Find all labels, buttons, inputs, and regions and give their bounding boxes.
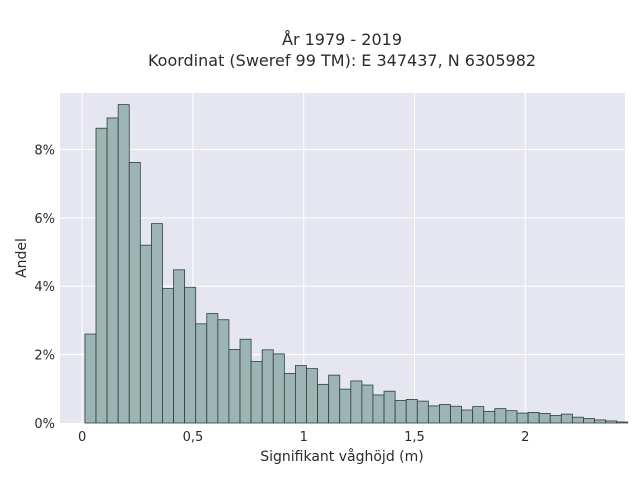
y-tick-label: 8% bbox=[34, 143, 55, 158]
histogram-bar bbox=[228, 349, 241, 424]
histogram-bar bbox=[84, 333, 97, 424]
histogram-bar bbox=[605, 420, 618, 424]
histogram-bar bbox=[527, 411, 540, 424]
x-tick-label: 1,5 bbox=[404, 430, 425, 445]
histogram-bar bbox=[317, 383, 330, 424]
x-axis-label: Signifikant våghöjd (m) bbox=[260, 448, 423, 465]
histogram-bar bbox=[173, 269, 186, 424]
histogram-bar bbox=[306, 368, 318, 424]
y-tick-label: 4% bbox=[34, 280, 55, 295]
histogram-bar bbox=[128, 162, 141, 424]
histogram-bar bbox=[162, 288, 174, 424]
histogram-bar bbox=[494, 408, 507, 424]
histogram-bar bbox=[350, 380, 363, 424]
histogram-bar bbox=[416, 400, 429, 424]
histogram-bar bbox=[472, 406, 485, 424]
histogram-bar bbox=[549, 415, 562, 424]
histogram-bar bbox=[206, 313, 219, 424]
histogram-bar bbox=[239, 338, 252, 424]
histogram-bar bbox=[372, 394, 385, 424]
histogram-bar bbox=[383, 390, 396, 424]
y-tick-label: 6% bbox=[34, 212, 55, 227]
chart-title-line-1: År 1979 - 2019 bbox=[282, 30, 402, 49]
histogram-bar bbox=[95, 127, 108, 424]
histogram-bar bbox=[272, 353, 285, 424]
histogram-bar bbox=[583, 418, 595, 424]
x-tick-label: 2 bbox=[521, 430, 529, 445]
histogram-bar bbox=[150, 223, 163, 424]
y-axis-label: Andel bbox=[14, 238, 30, 278]
histogram-bar bbox=[394, 400, 407, 424]
histogram-bar bbox=[261, 349, 274, 424]
histogram-bar bbox=[106, 117, 119, 424]
x-tick-label: 0,5 bbox=[183, 430, 204, 445]
chart-title-line-2: Koordinat (Sweref 99 TM): E 347437, N 63… bbox=[148, 51, 536, 70]
histogram-bar bbox=[594, 419, 607, 424]
histogram-bar bbox=[117, 104, 130, 424]
histogram-bar bbox=[139, 244, 152, 424]
histogram-bar bbox=[450, 405, 462, 424]
histogram-bar bbox=[361, 384, 374, 424]
x-tick-label: 0 bbox=[78, 430, 86, 445]
histogram-bar bbox=[538, 413, 551, 424]
histogram-bar bbox=[616, 421, 629, 424]
histogram-bar bbox=[217, 319, 230, 424]
histogram-bar bbox=[195, 323, 208, 424]
y-tick-label: 2% bbox=[34, 349, 55, 364]
histogram-bar bbox=[328, 374, 341, 424]
histogram-bar bbox=[571, 416, 584, 424]
histogram-bar bbox=[439, 404, 451, 424]
tick-labels: 0 0,5 1 1,5 2 0% 2% 4% 6% 8% bbox=[34, 143, 529, 445]
grid-lines bbox=[60, 93, 625, 423]
histogram-bar bbox=[505, 410, 518, 424]
histogram-bar bbox=[283, 373, 296, 424]
histogram-bar bbox=[184, 286, 197, 424]
y-tick-label: 0% bbox=[34, 417, 55, 432]
histogram-bar bbox=[560, 413, 573, 424]
histogram-bar bbox=[339, 388, 352, 424]
histogram-bar bbox=[405, 399, 418, 424]
histogram-bar bbox=[427, 405, 440, 424]
histogram-bar bbox=[483, 410, 496, 424]
histogram-bar bbox=[250, 361, 263, 424]
x-tick-label: 1 bbox=[300, 430, 308, 445]
histogram-bar bbox=[516, 412, 529, 424]
histogram-bar bbox=[461, 409, 474, 424]
bars bbox=[84, 104, 629, 424]
histogram-bar bbox=[295, 365, 307, 424]
